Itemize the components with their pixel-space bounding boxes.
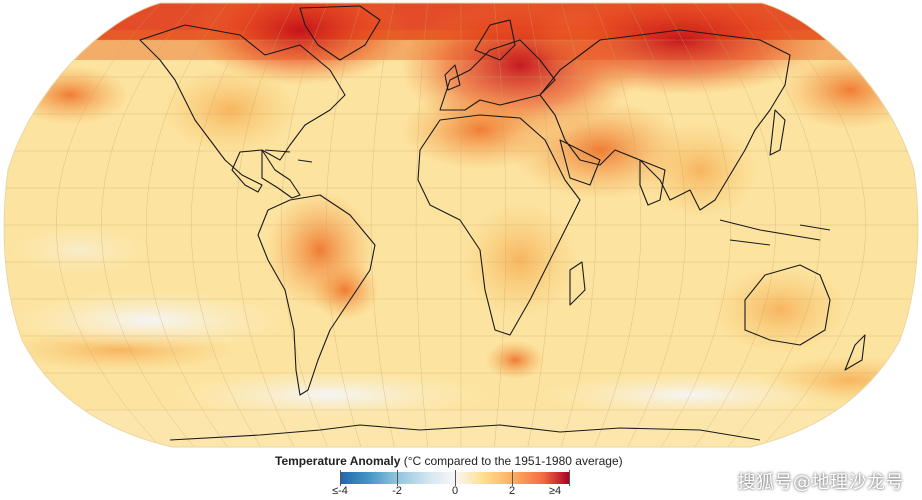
meridian-line (594, 3, 642, 447)
europe (439, 39, 556, 111)
legend-tick-label: ≥4 (548, 485, 562, 497)
madagascar (569, 261, 586, 306)
meridian-line (627, 3, 687, 447)
graticule-lines (4, 3, 918, 447)
meridian-line (727, 3, 822, 447)
arabia (559, 139, 601, 186)
globe-area (4, 3, 918, 447)
legend-tickmark (340, 470, 341, 486)
legend-tickmark (455, 470, 456, 486)
meridian-line (146, 3, 228, 447)
meridian-line (527, 3, 552, 447)
legend-tick-label: 2 (508, 485, 516, 497)
meridian-line (694, 3, 776, 447)
legend: Temperature Anomaly (°C compared to the … (275, 452, 623, 500)
meridian-line (325, 3, 362, 447)
meridian-line (280, 3, 328, 447)
legend-title: Temperature Anomaly (°C compared to the … (275, 454, 623, 468)
legend-tickmark (569, 470, 570, 486)
legend-tickmark (397, 470, 398, 486)
meridian-line (235, 3, 295, 447)
south-america (257, 194, 376, 396)
scandinavia (474, 19, 516, 61)
legend-title-bold: Temperature Anomaly (275, 454, 401, 468)
meridian-line (100, 3, 195, 447)
meridian-line (370, 3, 395, 447)
asia (539, 29, 791, 211)
africa (417, 114, 581, 336)
north-america (139, 24, 346, 193)
indonesia (719, 219, 831, 246)
meridian-line (191, 3, 262, 447)
watermark-text: 搜狐号@地理沙龙号 (737, 472, 904, 493)
legend-tick-label: 0 (451, 485, 459, 497)
new-zealand (844, 334, 866, 371)
world-temperature-anomaly-map (3, 2, 919, 448)
meridian-line (494, 3, 507, 447)
meridian-line (660, 3, 731, 447)
legend-tick-label: -2 (392, 485, 402, 497)
globe-outline (3, 2, 919, 448)
central-america (261, 149, 301, 199)
meridian-line (415, 3, 428, 447)
legend-tick-label: ≤-4 (332, 485, 348, 497)
meridian-line (560, 3, 597, 447)
meridian-line (56, 3, 161, 447)
legend-tickmark (512, 470, 513, 486)
coastlines (139, 5, 866, 441)
antarctica (169, 424, 761, 441)
legend-title-rest: (°C compared to the 1951-1980 average) (400, 454, 623, 468)
caribbean (264, 149, 313, 163)
greenland (299, 5, 381, 61)
india (639, 159, 666, 206)
meridian-line (761, 3, 866, 447)
australia (744, 264, 831, 346)
japan (769, 109, 786, 156)
uk (444, 64, 461, 91)
